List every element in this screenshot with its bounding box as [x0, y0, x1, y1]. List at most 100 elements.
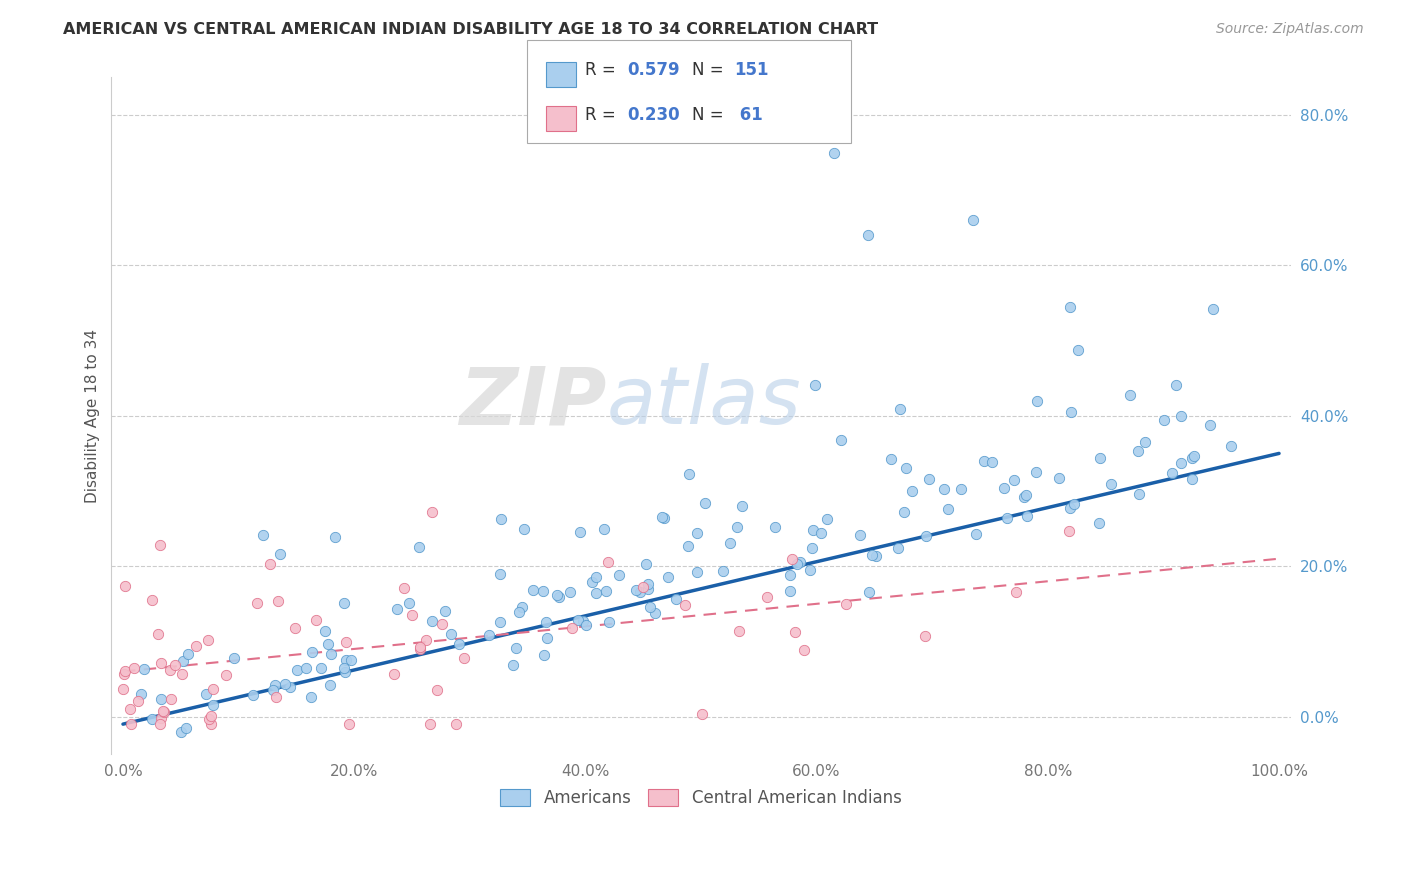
Point	[1059, 301, 1081, 315]
Point	[598, 615, 620, 629]
Point	[159, 663, 181, 677]
Point	[274, 676, 297, 690]
Point	[177, 648, 200, 662]
Point	[433, 604, 456, 618]
Point	[548, 590, 571, 604]
Point	[1202, 302, 1225, 317]
Point	[489, 512, 512, 526]
Point	[246, 596, 269, 610]
Text: N =: N =	[692, 61, 728, 78]
Point	[112, 682, 135, 697]
Point	[419, 717, 441, 731]
Point	[333, 661, 356, 675]
Point	[686, 526, 709, 541]
Point	[222, 650, 245, 665]
Point	[505, 641, 527, 656]
Point	[124, 660, 146, 674]
Point	[1118, 388, 1140, 402]
Point	[711, 564, 734, 578]
Point	[533, 584, 555, 599]
Point	[478, 627, 501, 641]
Point	[420, 505, 443, 519]
Point	[444, 717, 467, 731]
Point	[1004, 585, 1026, 599]
Point	[309, 661, 332, 675]
Point	[1161, 466, 1184, 480]
Point	[793, 643, 815, 657]
Point	[835, 597, 858, 611]
Point	[676, 539, 699, 553]
Point	[914, 529, 936, 543]
Point	[607, 567, 630, 582]
Point	[654, 511, 676, 525]
Point	[1063, 497, 1085, 511]
Text: atlas: atlas	[606, 363, 801, 442]
Point	[323, 530, 346, 544]
Point	[337, 717, 360, 731]
Point	[202, 681, 225, 696]
Point	[865, 549, 887, 563]
Point	[1128, 487, 1150, 501]
Point	[640, 599, 662, 614]
Point	[561, 621, 583, 635]
Point	[628, 584, 651, 599]
Point	[804, 378, 827, 392]
Point	[1219, 439, 1241, 453]
Point	[522, 583, 544, 598]
Point	[1170, 409, 1192, 424]
Point	[823, 145, 845, 160]
Point	[858, 585, 880, 599]
Point	[1099, 477, 1122, 491]
Point	[893, 505, 915, 519]
Point	[1002, 473, 1025, 487]
Point	[127, 694, 149, 708]
Point	[267, 594, 290, 608]
Point	[172, 667, 194, 681]
Point	[995, 511, 1018, 525]
Point	[585, 570, 607, 584]
Point	[184, 639, 207, 653]
Text: 0.230: 0.230	[627, 106, 679, 124]
Point	[567, 613, 589, 627]
Point	[598, 555, 620, 569]
Point	[318, 678, 340, 692]
Point	[488, 615, 510, 629]
Point	[665, 591, 688, 606]
Point	[810, 525, 832, 540]
Point	[242, 688, 264, 702]
Point	[686, 566, 709, 580]
Point	[657, 569, 679, 583]
Point	[1182, 449, 1205, 463]
Point	[546, 588, 568, 602]
Point	[299, 690, 322, 704]
Point	[533, 648, 555, 662]
Point	[502, 657, 524, 672]
Point	[172, 654, 194, 668]
Point	[259, 557, 281, 571]
Point	[149, 692, 172, 706]
Point	[149, 711, 172, 725]
Point	[215, 667, 238, 681]
Point	[314, 624, 336, 639]
Point	[789, 555, 811, 569]
Point	[153, 706, 176, 720]
Point	[262, 682, 284, 697]
Point	[786, 558, 808, 572]
Point	[779, 583, 801, 598]
Point	[894, 460, 917, 475]
Text: 61: 61	[734, 106, 762, 124]
Point	[409, 642, 432, 657]
Point	[176, 721, 198, 735]
Point	[420, 615, 443, 629]
Point	[673, 598, 696, 612]
Point	[408, 640, 430, 654]
Point	[785, 625, 807, 640]
Point	[1026, 393, 1049, 408]
Point	[756, 590, 779, 604]
Point	[508, 605, 530, 619]
Point	[568, 525, 591, 540]
Point	[278, 680, 301, 694]
Point	[1166, 378, 1188, 392]
Point	[1017, 508, 1039, 523]
Point	[285, 663, 308, 677]
